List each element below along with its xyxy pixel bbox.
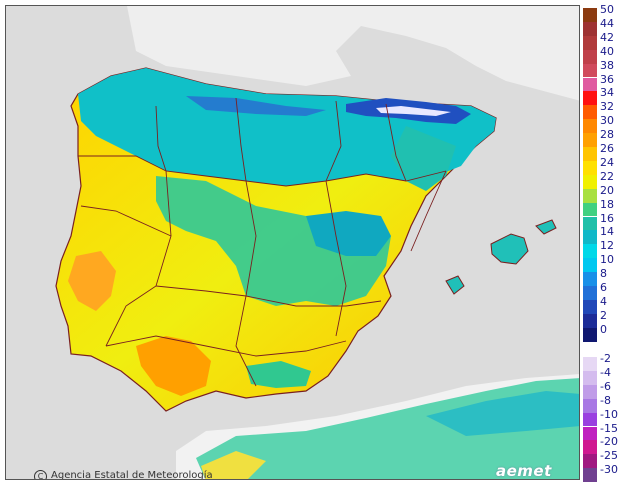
region-borders: [78, 97, 447, 387]
france-landmass: [127, 6, 579, 101]
legend-cold-label--6: -6: [600, 379, 611, 393]
central-green-zone: [156, 176, 391, 306]
aemet-credit: C Agencia Estatal de Meteorología: [34, 470, 213, 480]
legend-cold-swatch--20: [583, 440, 597, 455]
legend-warm-swatch-16: [583, 216, 597, 231]
east-teal-zone: [391, 126, 456, 191]
legend-warm-label-44: 44: [600, 16, 614, 30]
pyrenees-snow: [376, 106, 451, 116]
ibiza-island: [445, 275, 465, 295]
legend-warm-swatch-38: [583, 63, 597, 78]
legend-warm-swatch-50: [583, 8, 597, 22]
legend-warm-swatch-34: [583, 91, 597, 106]
map-canvas: [55, 6, 579, 479]
legend-warm-label-42: 42: [600, 30, 614, 44]
legend-warm-label-38: 38: [600, 58, 614, 72]
legend-cold-swatch--25: [583, 454, 597, 469]
legend-warm-label-16: 16: [600, 211, 614, 225]
legend-warm-label-40: 40: [600, 44, 614, 58]
legend-warm-label-2: 2: [600, 308, 607, 322]
sierra-nevada-cool: [246, 361, 311, 388]
legend-warm-label-24: 24: [600, 155, 614, 169]
legend-cold-swatch--15: [583, 426, 597, 441]
legend-warm-label-10: 10: [600, 253, 614, 267]
legend-warm-swatch-44: [583, 21, 597, 36]
africa-yellow-patch: [201, 451, 266, 479]
legend-warm-swatch-26: [583, 147, 597, 161]
legend-warm-label-50: 50: [600, 3, 614, 16]
legend-warm-label-0: 0: [600, 322, 607, 336]
legend-warm-label-28: 28: [600, 128, 614, 142]
legend-warm-swatch-8: [583, 272, 597, 286]
legend-cold-label--20: -20: [600, 435, 618, 449]
legend-warm-label-32: 32: [600, 100, 614, 114]
legend-warm-swatch-22: [583, 174, 597, 189]
legend-cold-swatch--6: [583, 384, 597, 399]
legend-warm-label-14: 14: [600, 225, 614, 239]
iberian-system-cold: [306, 211, 391, 256]
temperature-legend: 50 44 42 40 38 36 34 32 30 28 26 24 22 20 18 16 14 12 10 8 6…: [583, 4, 629, 483]
legend-warm-swatch-28: [583, 133, 597, 147]
legend-warm-label-20: 20: [600, 183, 614, 197]
legend-warm-swatch-40: [583, 49, 597, 64]
legend-cold-label--30: -30: [600, 463, 618, 477]
menorca-island: [535, 219, 557, 235]
legend-cold-swatch--2: [583, 357, 597, 371]
legend-cold-label--4: -4: [600, 365, 611, 379]
legend-warm-label-8: 8: [600, 267, 607, 281]
legend-cold-swatch--10: [583, 412, 597, 427]
legend-warm-label-6: 6: [600, 281, 607, 294]
legend-warm-swatch-14: [583, 230, 597, 245]
legend-warm-swatch-6: [583, 286, 597, 300]
legend-warm-label-4: 4: [600, 294, 607, 308]
legend-warm-label-22: 22: [600, 169, 614, 183]
legend-warm-swatch-32: [583, 105, 597, 120]
legend-warm-swatch-12: [583, 244, 597, 259]
mallorca-island: [490, 233, 529, 265]
legend-warm-label-12: 12: [600, 239, 614, 253]
temperature-map: C Agencia Estatal de Meteorología aemet: [5, 5, 580, 480]
legend-warm-swatch-0: [583, 327, 597, 342]
legend-warm-label-36: 36: [600, 72, 614, 86]
legend-warm-swatch-2: [583, 313, 597, 328]
legend-warm-swatch-4: [583, 299, 597, 314]
aemet-logo: aemet: [496, 462, 552, 480]
legend-warm-label-34: 34: [600, 86, 614, 100]
africa-cold-patch: [426, 391, 579, 436]
alentejo-hot-zone: [68, 251, 116, 311]
legend-cold-label--10: -10: [600, 407, 618, 421]
legend-warm-swatch-42: [583, 35, 597, 50]
copyright-icon: C: [34, 470, 47, 479]
legend-warm-swatch-10: [583, 258, 597, 273]
legend-warm-swatch-24: [583, 160, 597, 175]
legend-cold-swatch--30: [583, 468, 597, 483]
legend-cold-label--2: -2: [600, 352, 611, 365]
legend-warm-swatch-36: [583, 77, 597, 92]
legend-cold-label--15: -15: [600, 421, 618, 435]
legend-cold-label--25: -25: [600, 449, 618, 463]
cantabrian-cold: [186, 96, 326, 116]
legend-warm-swatch-30: [583, 119, 597, 134]
guadalquivir-hot-zone: [136, 336, 211, 396]
legend-cold-swatch--8: [583, 398, 597, 413]
legend-cold-label--8: -8: [600, 393, 611, 407]
legend-warm-label-26: 26: [600, 142, 614, 155]
credit-text: Agencia Estatal de Meteorología: [51, 470, 213, 480]
legend-cold-swatch--4: [583, 370, 597, 385]
legend-warm-swatch-18: [583, 202, 597, 217]
legend-warm-label-18: 18: [600, 197, 614, 211]
legend-warm-label-30: 30: [600, 114, 614, 128]
legend-warm-swatch-20: [583, 188, 597, 203]
